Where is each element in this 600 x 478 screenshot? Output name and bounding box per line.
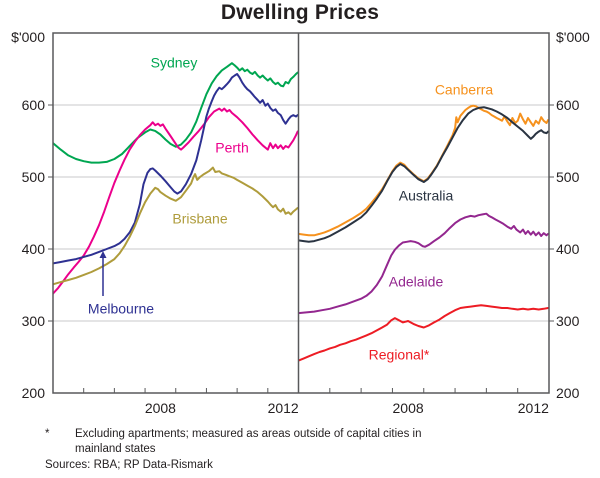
series-line-canberra: [298, 104, 549, 237]
series-label-adelaide: Adelaide: [388, 273, 444, 290]
series-line-brisbane: [53, 166, 299, 286]
y-axis-label-right-500: 500: [556, 169, 580, 185]
series-line-melbourne: [53, 73, 299, 265]
y-axis-label-left-500: 500: [21, 169, 45, 185]
sources-line: Sources: RBA; RP Data-Rismark: [45, 459, 213, 471]
x-axis-label-2008: 2008: [392, 400, 424, 416]
series-label-perth: Perth: [215, 139, 249, 156]
y-axis-unit-left: $'000: [11, 29, 45, 45]
y-axis-label-right-200: 200: [556, 385, 580, 401]
series-line-regional: [298, 304, 549, 362]
y-axis-label-right-600: 600: [556, 97, 580, 113]
series-label-melbourne: Melbourne: [87, 300, 155, 317]
series-label-sydney: Sydney: [150, 54, 198, 71]
series-line-sydney: [53, 62, 299, 164]
y-axis-label-left-200: 200: [21, 385, 45, 401]
y-axis-label-left-300: 300: [21, 313, 45, 329]
x-axis-label-2012: 2012: [517, 400, 549, 416]
y-axis-label-left-600: 600: [21, 97, 45, 113]
chart-title: Dwelling Prices: [220, 1, 380, 24]
y-axis-label-right-400: 400: [556, 241, 580, 257]
x-axis-label-2008: 2008: [144, 400, 176, 416]
series-label-canberra: Canberra: [434, 81, 494, 98]
series-line-perth: [53, 107, 299, 295]
series-label-brisbane: Brisbane: [172, 210, 228, 227]
series-label-regional: Regional*: [368, 346, 430, 363]
series-line-australia: [298, 106, 549, 243]
series-line-adelaide: [298, 212, 549, 315]
y-axis-unit-right: $'000: [556, 29, 590, 45]
footnote-line-2: mainland states: [75, 443, 156, 455]
y-axis-label-right-300: 300: [556, 313, 580, 329]
melbourne-arrow-head: [99, 251, 107, 258]
footnote-marker: *: [45, 428, 50, 440]
x-axis-label-2012: 2012: [267, 400, 299, 416]
y-axis-label-left-400: 400: [21, 241, 45, 257]
footnote-line-1: Excluding apartments; measured as areas …: [75, 428, 422, 440]
panel-border: [52, 32, 550, 394]
series-label-australia: Australia: [398, 187, 454, 204]
